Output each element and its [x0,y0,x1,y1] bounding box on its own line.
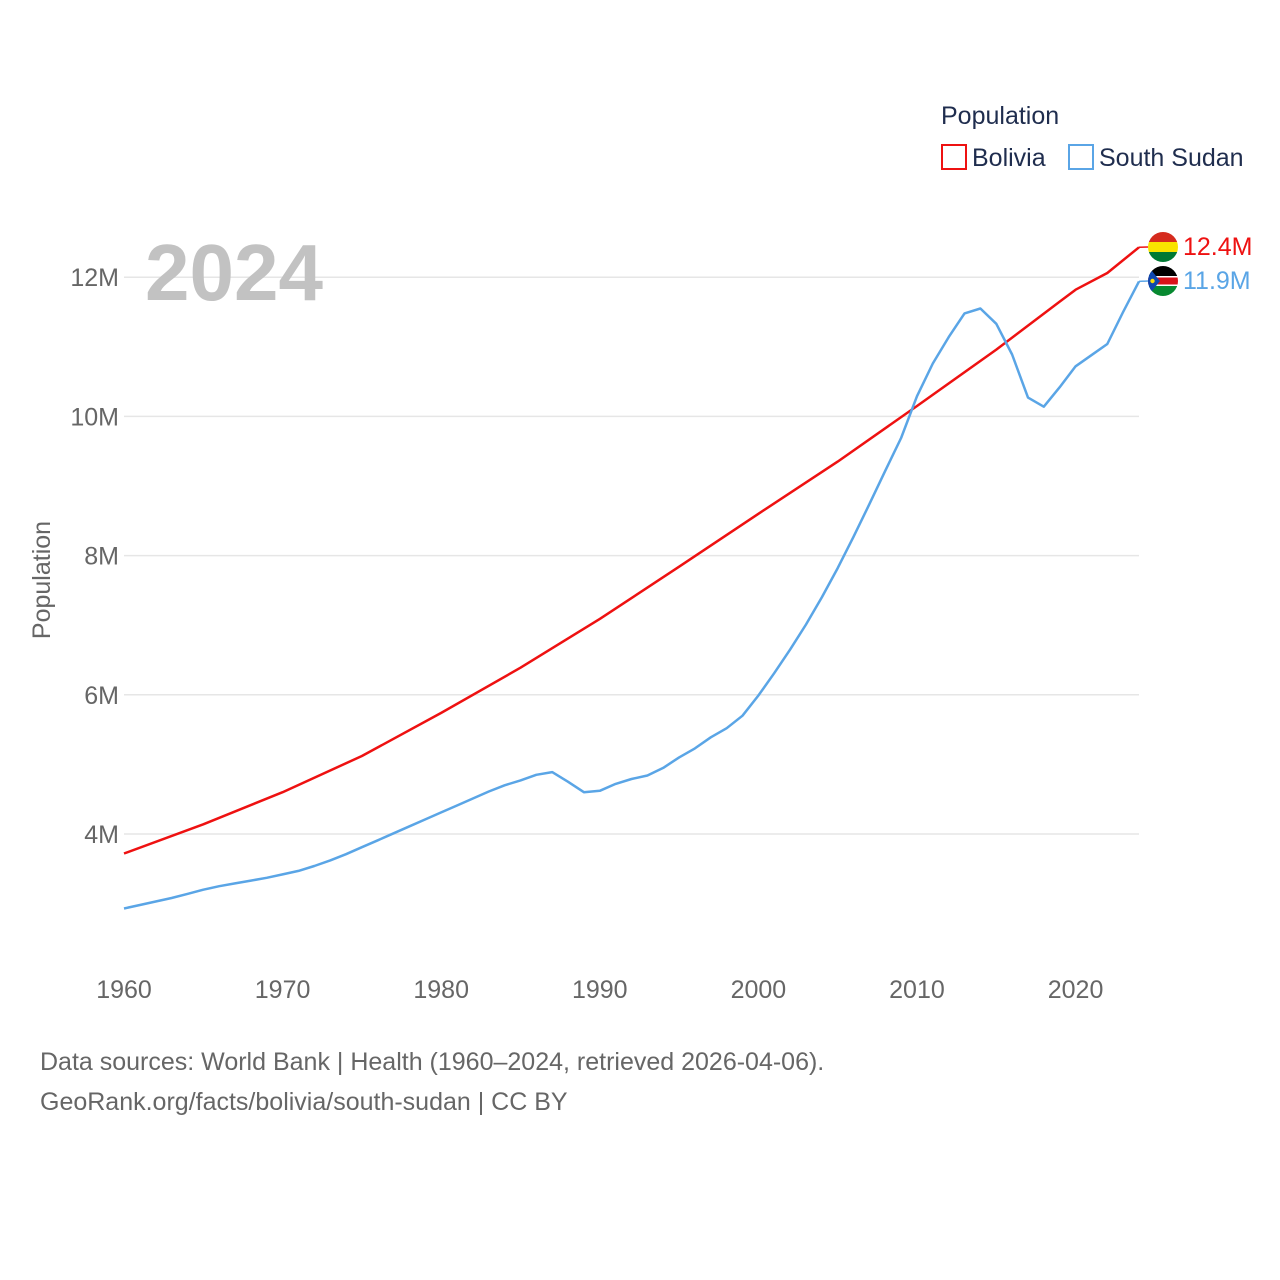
south-sudan-flag-icon [1148,266,1178,296]
y-tick-label: 12M [70,264,119,292]
source-url-text: GeoRank.org/facts/bolivia/south-sudan | … [40,1088,568,1116]
legend-label-bolivia: Bolivia [972,144,1046,172]
y-gridlines [124,276,1139,835]
legend-item-bolivia[interactable]: Bolivia [941,144,1046,172]
x-tick-label: 2000 [731,976,787,1004]
x-axis-tick-labels: 1960 1970 1980 1990 2000 2010 2020 [96,976,1103,1004]
legend-item-south-sudan[interactable]: South Sudan [1068,144,1244,172]
bolivia-flag-icon [1148,232,1178,262]
footer: Data sources: World Bank | Health (1960–… [40,1042,824,1122]
end-label-bolivia: 12.4M [1183,233,1252,261]
x-tick-label: 1970 [255,976,311,1004]
series-line-bolivia [123,246,1140,855]
data-sources-text: Data sources: World Bank | Health (1960–… [40,1048,825,1076]
legend-swatch-bolivia [941,144,967,170]
x-tick-label: 1980 [413,976,469,1004]
x-tick-label: 2020 [1048,976,1104,1004]
y-tick-label: 10M [70,403,119,431]
end-label-south-sudan: 11.9M [1183,267,1251,295]
y-axis-label: Population [28,521,56,639]
legend: Population Bolivia South Sudan [941,102,1244,172]
y-tick-label: 4M [84,821,119,849]
legend-title: Population [941,102,1059,130]
y-tick-label: 6M [84,682,119,710]
year-watermark: 2024 [145,228,323,317]
y-tick-label: 8M [84,543,119,571]
series-lines [123,246,1149,910]
x-tick-label: 1990 [572,976,628,1004]
legend-label-south-sudan: South Sudan [1099,144,1244,172]
population-line-chart: 4M 6M 8M 10M 12M 1960 1970 1980 1990 2000 2010 202… [28,102,1252,1004]
x-tick-label: 1960 [96,976,152,1004]
x-tick-label: 2010 [889,976,945,1004]
y-axis-tick-labels: 4M 6M 8M 10M 12M [70,264,119,849]
series-line-south-sudan [123,280,1141,910]
legend-swatch-south-sudan [1068,144,1094,170]
